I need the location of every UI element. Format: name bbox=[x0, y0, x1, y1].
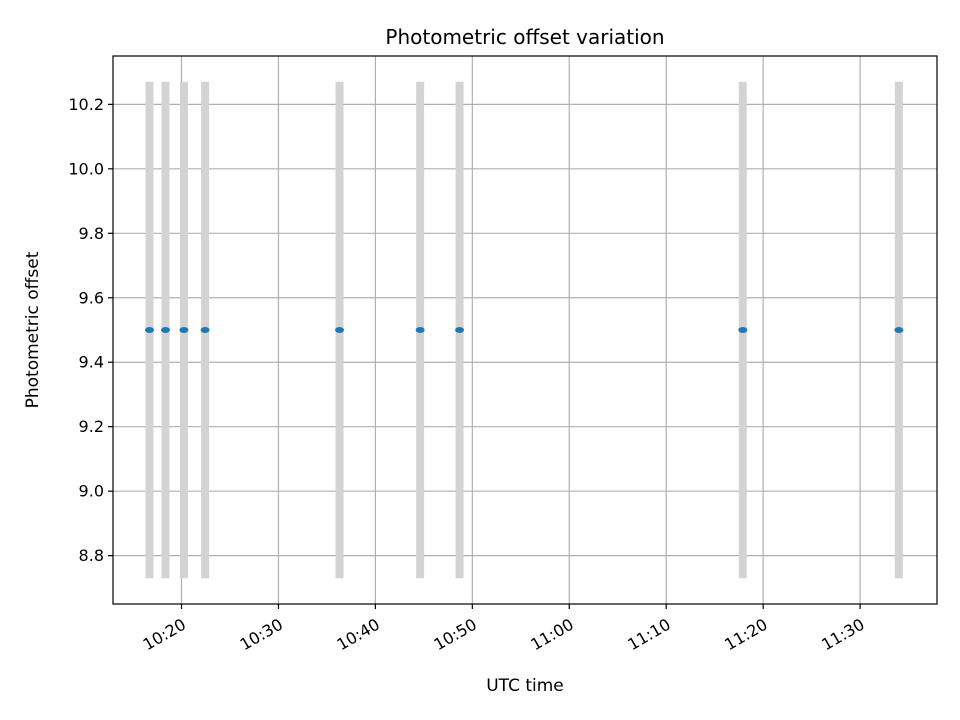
data-point bbox=[145, 327, 155, 333]
data-point bbox=[894, 327, 904, 333]
y-tick-label: 10.2 bbox=[68, 95, 104, 114]
y-tick-label: 8.8 bbox=[79, 546, 104, 565]
data-point bbox=[335, 327, 345, 333]
data-point bbox=[738, 327, 748, 333]
y-axis-ticks: 8.8 9.0 9.2 9.4 9.6 9.8 10.0 10.2 bbox=[68, 95, 113, 565]
data-point bbox=[179, 327, 189, 333]
y-tick-label: 9.2 bbox=[79, 417, 104, 436]
y-tick-label: 9.6 bbox=[79, 288, 104, 307]
chart-title: Photometric offset variation bbox=[385, 25, 664, 49]
data-point bbox=[415, 327, 425, 333]
data-points bbox=[145, 327, 904, 333]
x-axis-title: UTC time bbox=[486, 676, 564, 696]
y-tick-label: 10.0 bbox=[68, 159, 104, 178]
y-tick-label: 9.0 bbox=[79, 482, 104, 501]
y-axis-title: Photometric offset bbox=[23, 251, 43, 408]
data-point bbox=[161, 327, 171, 333]
y-tick-label: 9.8 bbox=[79, 224, 104, 243]
plot-frame bbox=[112, 55, 938, 605]
data-point bbox=[200, 327, 210, 333]
y-tick-label: 9.4 bbox=[79, 353, 104, 372]
data-point bbox=[455, 327, 465, 333]
grid bbox=[113, 56, 937, 604]
